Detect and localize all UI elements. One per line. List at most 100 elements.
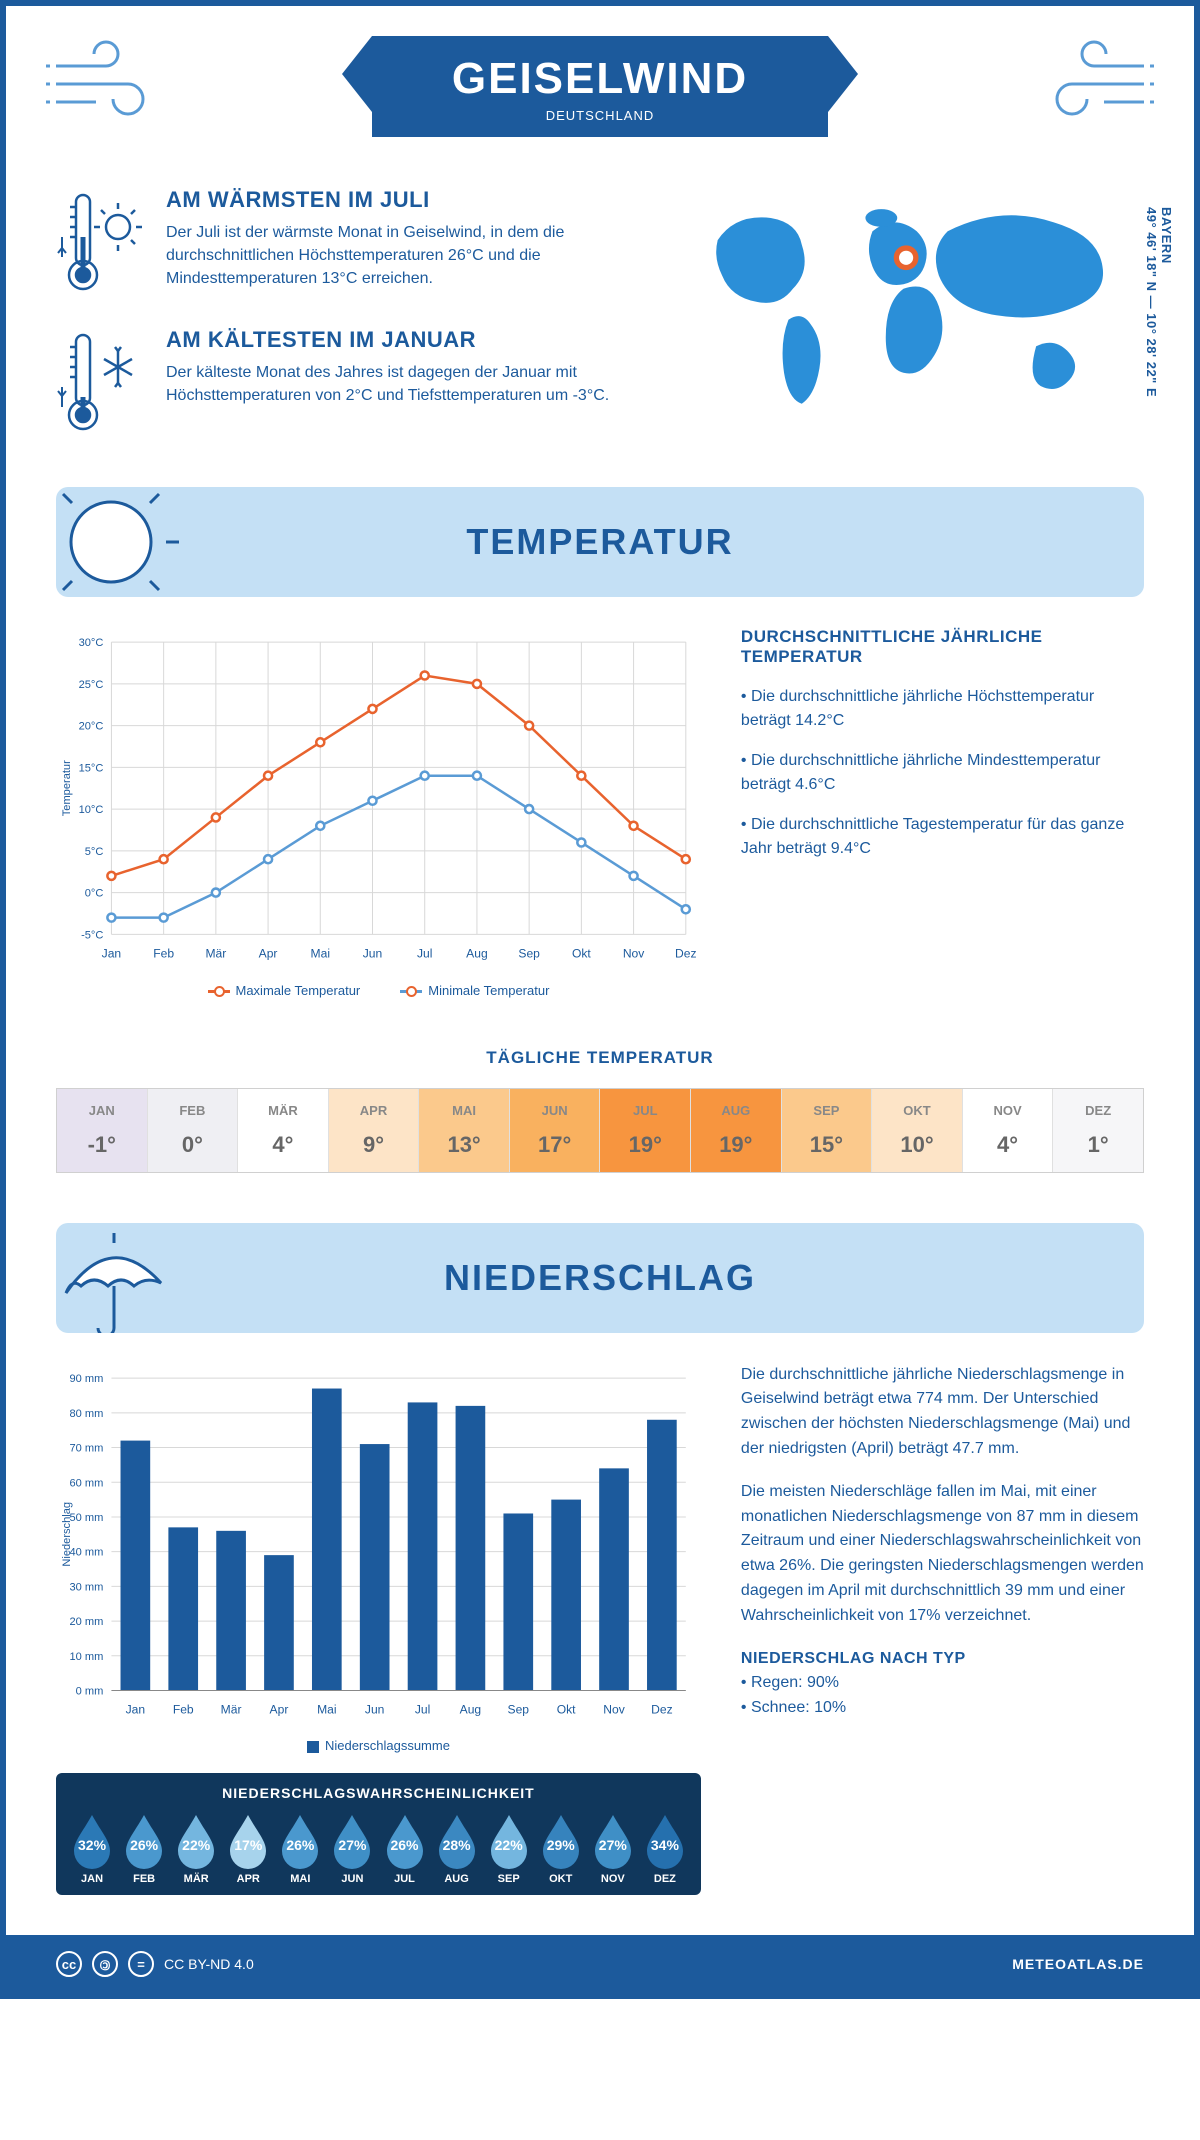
daily-cell: MAI13° xyxy=(419,1089,510,1172)
by-icon: 🄯 xyxy=(92,1951,118,1977)
prob-month: NOV xyxy=(587,1873,639,1885)
svg-text:60 mm: 60 mm xyxy=(70,1477,104,1489)
precip-legend: Niederschlagssumme xyxy=(56,1738,701,1753)
prob-cell: 27% NOV xyxy=(587,1811,639,1885)
nd-icon: = xyxy=(128,1951,154,1977)
daily-value: 13° xyxy=(423,1132,505,1158)
raindrop-icon: 26% xyxy=(276,1811,324,1869)
svg-text:70 mm: 70 mm xyxy=(70,1442,104,1454)
daily-value: 17° xyxy=(514,1132,596,1158)
prob-cell: 34%DEZ xyxy=(639,1811,691,1885)
temperature-summary: DURCHSCHNITTLICHE JÄHRLICHE TEMPERATUR •… xyxy=(741,627,1144,998)
prob-cell: 26%JUL xyxy=(378,1811,430,1885)
daily-cell: MÄR4° xyxy=(238,1089,329,1172)
daily-cell: FEB0° xyxy=(148,1089,239,1172)
daily-value: 4° xyxy=(242,1132,324,1158)
daily-value: 15° xyxy=(786,1132,868,1158)
prob-cell: 26%MAI xyxy=(274,1811,326,1885)
thermometer-sun-icon xyxy=(56,187,146,297)
svg-text:10 mm: 10 mm xyxy=(70,1650,104,1662)
prob-month: MÄR xyxy=(170,1873,222,1885)
precipitation-section-header: NIEDERSCHLAG xyxy=(56,1223,1144,1333)
precip-p2: Die meisten Niederschläge fallen im Mai,… xyxy=(741,1480,1144,1629)
svg-text:-5°C: -5°C xyxy=(81,929,103,941)
precipitation-text: Die durchschnittliche jährliche Niedersc… xyxy=(741,1363,1144,1896)
temperature-section-header: TEMPERATUR xyxy=(56,487,1144,597)
daily-month: NOV xyxy=(967,1103,1049,1118)
prob-month: JUN xyxy=(326,1873,378,1885)
daily-value: -1° xyxy=(61,1132,143,1158)
prob-cell: 26%FEB xyxy=(118,1811,170,1885)
svg-text:Aug: Aug xyxy=(466,947,488,961)
daily-value: 4° xyxy=(967,1132,1049,1158)
prob-month: AUG xyxy=(431,1873,483,1885)
svg-text:Nov: Nov xyxy=(603,1702,624,1716)
legend-min: Minimale Temperatur xyxy=(428,983,549,998)
wind-icon-left xyxy=(46,36,166,126)
coldest-text: Der kälteste Monat des Jahres ist dagege… xyxy=(166,361,633,407)
prob-value: 34% xyxy=(651,1837,679,1853)
svg-text:Apr: Apr xyxy=(259,947,278,961)
svg-text:Dez: Dez xyxy=(675,947,696,961)
coords-value: 49° 46' 18" N — 10° 28' 22" E xyxy=(1144,207,1159,397)
prob-value: 26% xyxy=(130,1837,158,1853)
daily-value: 19° xyxy=(604,1132,686,1158)
temperature-chart: -5°C0°C5°C10°C15°C20°C25°C30°CJanFebMärA… xyxy=(56,627,701,998)
svg-text:Temperatur: Temperatur xyxy=(61,760,73,816)
prob-cell: 17%APR xyxy=(222,1811,274,1885)
temp-summary-heading: DURCHSCHNITTLICHE JÄHRLICHE TEMPERATUR xyxy=(741,627,1144,667)
raindrop-icon: 28% xyxy=(433,1811,481,1869)
prob-cell: 32%JAN xyxy=(66,1811,118,1885)
precipitation-title: NIEDERSCHLAG xyxy=(444,1257,756,1299)
svg-text:Jul: Jul xyxy=(415,1702,430,1716)
svg-text:0°C: 0°C xyxy=(85,888,104,900)
warmest-heading: AM WÄRMSTEN IM JULI xyxy=(166,187,633,213)
daily-month: FEB xyxy=(152,1103,234,1118)
precip-legend-label: Niederschlagssumme xyxy=(325,1738,450,1753)
svg-text:80 mm: 80 mm xyxy=(70,1407,104,1419)
svg-text:Okt: Okt xyxy=(572,947,591,961)
svg-text:Okt: Okt xyxy=(557,1702,576,1716)
svg-text:Aug: Aug xyxy=(460,1702,482,1716)
precipitation-left: 0 mm10 mm20 mm30 mm40 mm50 mm60 mm70 mm8… xyxy=(56,1363,701,1896)
daily-value: 19° xyxy=(695,1132,777,1158)
svg-text:30°C: 30°C xyxy=(79,637,104,649)
svg-text:20°C: 20°C xyxy=(79,721,104,733)
prob-value: 27% xyxy=(599,1837,627,1853)
precip-type-item: • Schnee: 10% xyxy=(741,1696,1144,1721)
legend-max: Maximale Temperatur xyxy=(236,983,361,998)
umbrella-icon xyxy=(56,1223,186,1333)
daily-cell: OKT10° xyxy=(872,1089,963,1172)
prob-value: 26% xyxy=(390,1837,418,1853)
map-column: BAYERN 49° 46' 18" N — 10° 28' 22" E xyxy=(663,187,1144,467)
prob-month: APR xyxy=(222,1873,274,1885)
svg-text:Mär: Mär xyxy=(221,1702,242,1716)
svg-text:Sep: Sep xyxy=(518,947,540,961)
raindrop-icon: 32% xyxy=(68,1811,116,1869)
warmest-text: Der Juli ist der wärmste Monat in Geisel… xyxy=(166,221,633,291)
wind-icon-right xyxy=(1034,36,1154,126)
daily-value: 10° xyxy=(876,1132,958,1158)
temp-bullet: • Die durchschnittliche Tagestemperatur … xyxy=(741,813,1144,861)
svg-text:90 mm: 90 mm xyxy=(70,1373,104,1385)
svg-text:Mai: Mai xyxy=(317,1702,336,1716)
probability-title: NIEDERSCHLAGSWAHRSCHEINLICHKEIT xyxy=(66,1785,691,1801)
temp-bullet: • Die durchschnittliche jährliche Mindes… xyxy=(741,749,1144,797)
raindrop-icon: 26% xyxy=(120,1811,168,1869)
svg-text:5°C: 5°C xyxy=(85,846,104,858)
svg-text:40 mm: 40 mm xyxy=(70,1546,104,1558)
sun-icon xyxy=(56,487,186,597)
daily-temp-table: JAN-1°FEB0°MÄR4°APR9°MAI13°JUN17°JUL19°A… xyxy=(56,1088,1144,1173)
prob-month: SEP xyxy=(483,1873,535,1885)
svg-text:15°C: 15°C xyxy=(79,762,104,774)
coldest-block: AM KÄLTESTEN IM JANUAR Der kälteste Mona… xyxy=(56,327,633,437)
daily-cell: NOV 4° xyxy=(963,1089,1054,1172)
svg-text:30 mm: 30 mm xyxy=(70,1581,104,1593)
title-ribbon: GEISELWIND DEUTSCHLAND xyxy=(372,36,828,137)
svg-text:Niederschlag: Niederschlag xyxy=(61,1502,73,1567)
intro-text-column: AM WÄRMSTEN IM JULI Der Juli ist der wär… xyxy=(56,187,633,467)
precipitation-bar-chart: 0 mm10 mm20 mm30 mm40 mm50 mm60 mm70 mm8… xyxy=(56,1363,701,1726)
svg-text:Feb: Feb xyxy=(173,1702,194,1716)
probability-box: NIEDERSCHLAGSWAHRSCHEINLICHKEIT 32%JAN26… xyxy=(56,1773,701,1895)
temperature-content: -5°C0°C5°C10°C15°C20°C25°C30°CJanFebMärA… xyxy=(56,627,1144,998)
